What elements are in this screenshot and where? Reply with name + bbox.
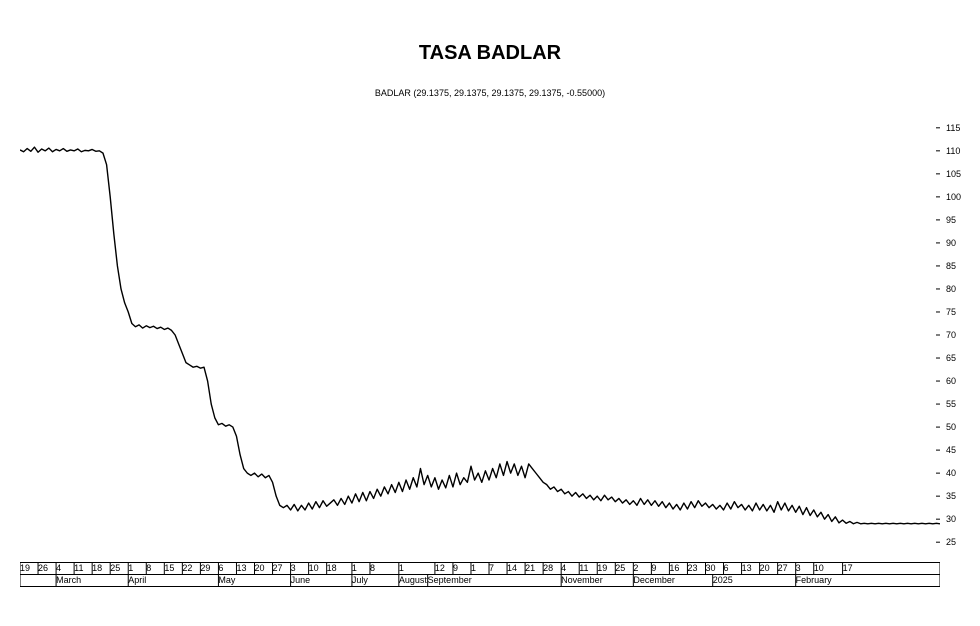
x-tick-day-label: 3 bbox=[291, 563, 296, 573]
x-tick-month-label: June bbox=[291, 575, 311, 585]
y-tick-label: 60 bbox=[946, 376, 974, 386]
y-tick-label: 105 bbox=[946, 169, 974, 179]
x-tick-day-label: 26 bbox=[38, 563, 48, 573]
x-tick-day-label: 9 bbox=[453, 563, 458, 573]
x-tick-day-label: 15 bbox=[164, 563, 174, 573]
y-tick-label: 100 bbox=[946, 192, 974, 202]
x-tick-day-label: 23 bbox=[687, 563, 697, 573]
y-tick-label: 95 bbox=[946, 215, 974, 225]
x-tick-month-label: April bbox=[128, 575, 146, 585]
y-tick-label: 85 bbox=[946, 261, 974, 271]
x-tick-day-label: 4 bbox=[56, 563, 61, 573]
y-tick-label: 75 bbox=[946, 307, 974, 317]
x-tick-day-label: 1 bbox=[471, 563, 476, 573]
y-tick-label: 70 bbox=[946, 330, 974, 340]
x-tick-day-label: 2 bbox=[633, 563, 638, 573]
x-tick-day-label: 6 bbox=[724, 563, 729, 573]
x-tick-day-label: 3 bbox=[796, 563, 801, 573]
x-tick-day-label: 7 bbox=[489, 563, 494, 573]
x-tick-day-label: 13 bbox=[236, 563, 246, 573]
x-tick-day-label: 10 bbox=[814, 563, 824, 573]
x-tick-day-label: 20 bbox=[760, 563, 770, 573]
series-line bbox=[20, 147, 940, 524]
y-tick-label: 30 bbox=[946, 514, 974, 524]
x-tick-month-label: November bbox=[561, 575, 603, 585]
x-tick-day-label: 9 bbox=[651, 563, 656, 573]
x-tick-day-label: 11 bbox=[579, 563, 588, 573]
x-tick-day-label: 6 bbox=[218, 563, 223, 573]
y-tick-label: 65 bbox=[946, 353, 974, 363]
x-tick-day-label: 28 bbox=[543, 563, 553, 573]
x-tick-month-label: February bbox=[796, 575, 832, 585]
x-tick-day-label: 30 bbox=[705, 563, 715, 573]
x-tick-day-label: 1 bbox=[399, 563, 404, 573]
x-tick-day-label: 10 bbox=[309, 563, 319, 573]
x-tick-month-label: May bbox=[218, 575, 235, 585]
x-tick-day-label: 29 bbox=[200, 563, 210, 573]
y-tick-label: 25 bbox=[946, 537, 974, 547]
y-tick-label: 40 bbox=[946, 468, 974, 478]
x-tick-day-label: 22 bbox=[182, 563, 192, 573]
x-tick-day-label: 21 bbox=[525, 563, 535, 573]
x-tick-day-label: 12 bbox=[435, 563, 445, 573]
chart-svg bbox=[20, 114, 940, 558]
y-tick-label: 115 bbox=[946, 123, 974, 133]
y-tick-label: 35 bbox=[946, 491, 974, 501]
x-tick-day-label: 19 bbox=[597, 563, 607, 573]
y-tick-label: 45 bbox=[946, 445, 974, 455]
x-tick-day-label: 27 bbox=[273, 563, 283, 573]
y-tick-label: 90 bbox=[946, 238, 974, 248]
y-tick-label: 80 bbox=[946, 284, 974, 294]
x-tick-day-label: 1 bbox=[352, 563, 357, 573]
x-tick-day-label: 27 bbox=[778, 563, 788, 573]
y-tick-label: 50 bbox=[946, 422, 974, 432]
y-tick-label: 55 bbox=[946, 399, 974, 409]
y-tick-label: 110 bbox=[946, 146, 974, 156]
x-tick-day-label: 18 bbox=[92, 563, 102, 573]
chart-title: TASA BADLAR bbox=[0, 42, 980, 65]
chart-subtitle: BADLAR (29.1375, 29.1375, 29.1375, 29.13… bbox=[0, 88, 980, 98]
x-tick-day-label: 8 bbox=[146, 563, 151, 573]
x-tick-day-label: 16 bbox=[669, 563, 679, 573]
x-tick-day-label: 4 bbox=[561, 563, 566, 573]
x-tick-day-label: 1 bbox=[128, 563, 133, 573]
x-tick-month-label: September bbox=[428, 575, 472, 585]
x-tick-month-label: July bbox=[352, 575, 368, 585]
x-tick-day-label: 17 bbox=[843, 563, 853, 573]
x-tick-day-label: 25 bbox=[615, 563, 625, 573]
x-tick-day-label: 8 bbox=[370, 563, 375, 573]
chart-plot-area: 2530354045505560657075808590951001051101… bbox=[20, 114, 974, 596]
x-tick-day-label: 20 bbox=[255, 563, 265, 573]
x-tick-day-label: 13 bbox=[742, 563, 752, 573]
x-tick-month-label: March bbox=[56, 575, 81, 585]
x-tick-month-label: August bbox=[399, 575, 427, 585]
x-tick-day-label: 19 bbox=[20, 563, 30, 573]
x-tick-month-label: 2025 bbox=[713, 575, 733, 585]
x-tick-day-label: 14 bbox=[507, 563, 517, 573]
x-tick-month-label: December bbox=[633, 575, 675, 585]
x-tick-day-label: 11 bbox=[74, 563, 83, 573]
x-tick-day-label: 18 bbox=[327, 563, 337, 573]
x-tick-day-label: 25 bbox=[110, 563, 120, 573]
